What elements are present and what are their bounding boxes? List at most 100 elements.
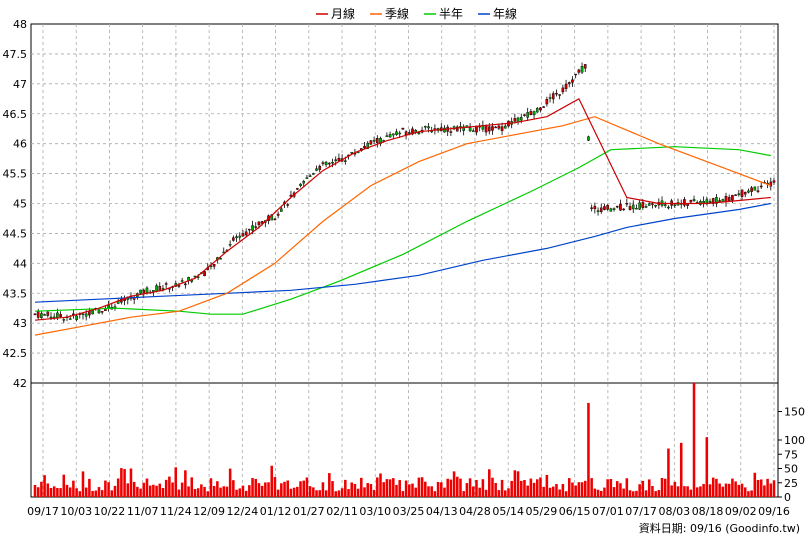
candle-body (97, 309, 101, 314)
price-tick-label: 46.5 (3, 108, 28, 121)
price-tick-label: 47 (13, 78, 27, 91)
candle-body (612, 208, 616, 210)
volume-bar (203, 486, 206, 497)
volume-bar (280, 483, 283, 497)
volume-bar (641, 480, 645, 497)
volume-bar (344, 479, 347, 497)
candle-body (56, 312, 59, 319)
volume-bar (609, 478, 613, 497)
candle-body (747, 190, 750, 193)
volume-bar (132, 481, 136, 497)
volume-bar (81, 471, 85, 497)
candle-body (145, 287, 149, 293)
candle-body (334, 159, 338, 162)
volume-bar (296, 486, 299, 497)
volume-bar (136, 486, 139, 497)
volume-bar (302, 480, 306, 497)
volume-bar (49, 487, 53, 497)
volume-bar (129, 468, 133, 497)
volume-bar (395, 484, 398, 497)
candle-body (702, 201, 705, 204)
volume-bar (84, 487, 88, 497)
candle-body (532, 111, 536, 116)
volume-bar (270, 465, 274, 497)
x-tick-label: 05/14 (492, 505, 524, 518)
x-tick-label: 08/18 (692, 505, 724, 518)
legend-label: 季線 (385, 6, 409, 21)
candle-body (363, 145, 366, 149)
volume-bar (264, 482, 267, 497)
volume-bar (94, 490, 98, 497)
volume-bar (622, 488, 625, 497)
volume-bar (673, 481, 677, 497)
candle-body (344, 160, 347, 162)
volume-bar (104, 480, 107, 497)
volume-bar (593, 488, 597, 497)
x-tick-label: 04/13 (426, 505, 458, 518)
volume-bar (171, 482, 174, 497)
ma-line-quarter (34, 116, 772, 336)
volume-bar (519, 480, 523, 497)
price-tick-label: 44.5 (3, 227, 28, 240)
ma-line-half (34, 146, 771, 315)
candle-body (407, 132, 411, 134)
candle-body (484, 125, 488, 133)
candle-body (324, 161, 328, 166)
volume-bar (711, 477, 715, 497)
price-tick-label: 42 (13, 377, 27, 390)
volume-tick-label: 75 (784, 448, 798, 461)
volume-bar (411, 483, 414, 497)
candle-body (180, 280, 184, 282)
volume-bar (513, 470, 517, 497)
x-tick-label: 09/16 (758, 505, 790, 518)
volume-bar (670, 485, 673, 497)
volume-bar (619, 483, 622, 497)
volume-bar (436, 481, 440, 497)
volume-bar (510, 480, 513, 497)
volume-bar (689, 489, 693, 497)
volume-bar (676, 486, 680, 497)
candle-body (385, 135, 389, 137)
volume-bar (363, 487, 366, 497)
candle-body (49, 316, 53, 319)
volume-bar (443, 487, 446, 497)
volume-bar (468, 478, 472, 497)
volume-bar (695, 487, 699, 497)
volume-bar (555, 484, 558, 497)
candle-body (731, 195, 734, 201)
volume-bar (116, 478, 120, 497)
x-tick-label: 09/02 (725, 505, 757, 518)
candle-body (548, 97, 552, 99)
volume-bar (599, 490, 603, 497)
volume-bar (52, 486, 56, 497)
candle-body (388, 134, 392, 138)
candle-body (139, 289, 142, 294)
volume-bar (43, 475, 46, 497)
candle-body (580, 66, 584, 73)
candle-body (689, 200, 693, 203)
volume-bar (424, 481, 427, 497)
x-tick-label: 05/29 (526, 505, 558, 518)
candle-body (705, 199, 709, 204)
candle-body (561, 87, 565, 93)
volume-bar (308, 486, 312, 497)
candle-body (219, 258, 222, 260)
volume-bar (379, 473, 382, 497)
candle-body (305, 177, 309, 179)
volume-bar (398, 480, 401, 497)
candle-body (260, 221, 264, 224)
candle-body (628, 206, 632, 210)
volume-bar (347, 489, 350, 497)
candle-body (241, 233, 245, 237)
volume-bar (500, 479, 504, 497)
volume-bar (587, 402, 590, 497)
x-tick-label: 01/12 (260, 505, 292, 518)
candle-body (62, 319, 66, 321)
volume-bar (497, 490, 501, 497)
x-tick-label: 07/01 (592, 505, 624, 518)
candle-body (296, 188, 299, 190)
volume-bar (75, 488, 78, 497)
candle-body (232, 237, 235, 241)
candle-body (289, 194, 293, 197)
